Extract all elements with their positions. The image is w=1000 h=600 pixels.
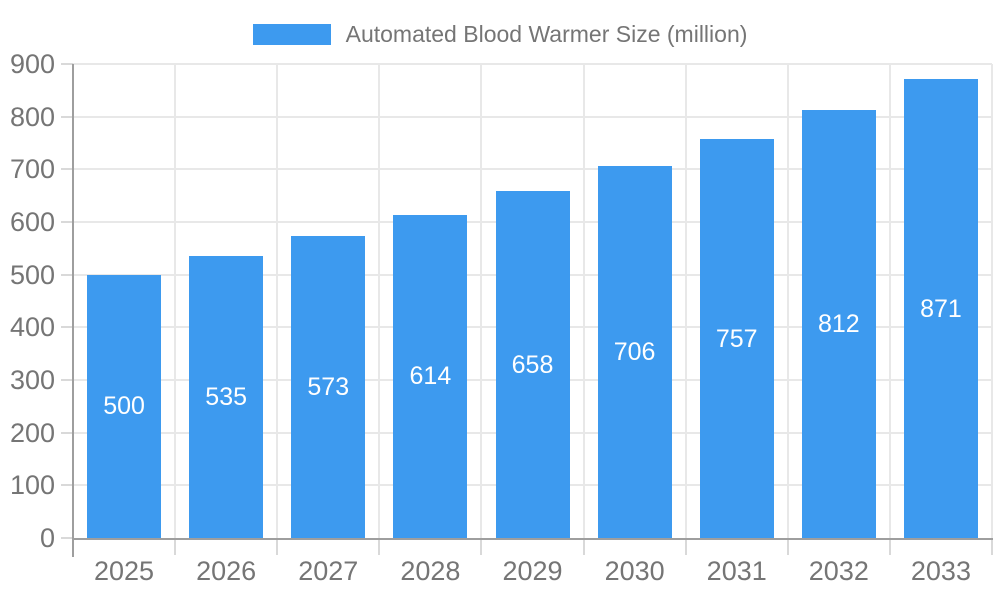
bar-2027[interactable] <box>291 236 366 538</box>
bar-value-label: 706 <box>613 338 656 367</box>
bar-value-label: 757 <box>715 324 758 353</box>
x-axis-tick <box>378 540 381 555</box>
y-axis-tick <box>61 221 73 223</box>
y-axis-tick <box>61 63 73 65</box>
gridline-vertical <box>582 64 585 538</box>
bar-value-label: 871 <box>920 294 962 323</box>
gridline-vertical <box>276 64 279 538</box>
x-axis-label: 2032 <box>808 556 869 586</box>
gridline-vertical <box>378 64 381 538</box>
bar-2025[interactable] <box>87 274 162 538</box>
y-axis-tick <box>61 537 73 539</box>
bar-2028[interactable] <box>393 214 468 538</box>
bar-2029[interactable] <box>495 191 570 538</box>
x-axis-label: 2026 <box>196 556 257 586</box>
gridline-vertical <box>684 64 687 538</box>
y-axis-label: 100 <box>9 470 55 501</box>
legend-label: Automated Blood Warmer Size (million) <box>345 21 748 47</box>
x-axis-label: 2031 <box>706 556 767 586</box>
y-axis-tick <box>61 431 73 434</box>
x-axis-tick <box>991 540 993 555</box>
bar-2032[interactable] <box>801 110 876 538</box>
y-axis-tick <box>61 273 73 276</box>
gridline-horizontal <box>73 168 992 171</box>
x-axis-label: 2030 <box>604 556 665 586</box>
gridline-vertical <box>786 64 789 538</box>
gridline-vertical <box>991 64 993 538</box>
bar-value-label: 658 <box>511 350 554 379</box>
bar-value-label: 812 <box>817 310 860 339</box>
y-axis-label: 400 <box>9 312 55 343</box>
bar-value-label: 614 <box>409 362 452 391</box>
bar-value-label: 573 <box>307 373 350 402</box>
bar-2030[interactable] <box>597 166 672 538</box>
y-axis-tick <box>61 115 73 118</box>
gridline-vertical <box>888 64 891 538</box>
chart-legend[interactable]: Automated Blood Warmer Size (million) <box>0 21 1000 48</box>
bar-value-label: 535 <box>205 383 248 412</box>
x-axis-label: 2025 <box>94 556 155 586</box>
y-axis-tick <box>61 484 73 487</box>
bar-value-label: 500 <box>103 392 145 421</box>
y-axis-label: 700 <box>9 154 55 185</box>
x-axis-label: 2029 <box>502 556 563 586</box>
x-axis-tick <box>174 540 177 555</box>
x-axis-tick <box>582 540 585 555</box>
y-axis-label: 600 <box>9 207 55 237</box>
y-axis-label: 200 <box>9 417 55 448</box>
y-axis-tick <box>61 326 73 329</box>
y-axis-label: 900 <box>9 49 55 79</box>
y-axis-label: 300 <box>9 365 55 395</box>
y-axis-label: 800 <box>9 101 55 132</box>
x-axis-tick <box>276 540 279 555</box>
y-axis-tick <box>61 379 73 381</box>
x-axis-line <box>72 538 993 540</box>
gridline-horizontal <box>73 63 992 65</box>
x-axis-tick <box>888 540 891 555</box>
gridline-horizontal <box>73 115 992 118</box>
y-axis-label: 500 <box>9 259 55 290</box>
y-axis-label: 0 <box>39 523 55 553</box>
gridline-vertical <box>480 64 483 538</box>
x-axis-label: 2033 <box>910 556 971 586</box>
x-axis-label: 2027 <box>298 556 359 586</box>
legend-swatch-icon <box>252 24 331 45</box>
x-axis-tick <box>786 540 789 555</box>
x-axis-tick <box>684 540 687 555</box>
gridline-vertical <box>174 64 177 538</box>
bar-2033[interactable] <box>903 79 978 538</box>
y-axis-tick <box>61 168 73 171</box>
y-axis-line <box>72 64 74 557</box>
x-axis-tick <box>480 540 483 555</box>
bar-2031[interactable] <box>699 139 774 538</box>
x-axis-label: 2028 <box>400 556 461 586</box>
bar-2026[interactable] <box>189 256 264 538</box>
